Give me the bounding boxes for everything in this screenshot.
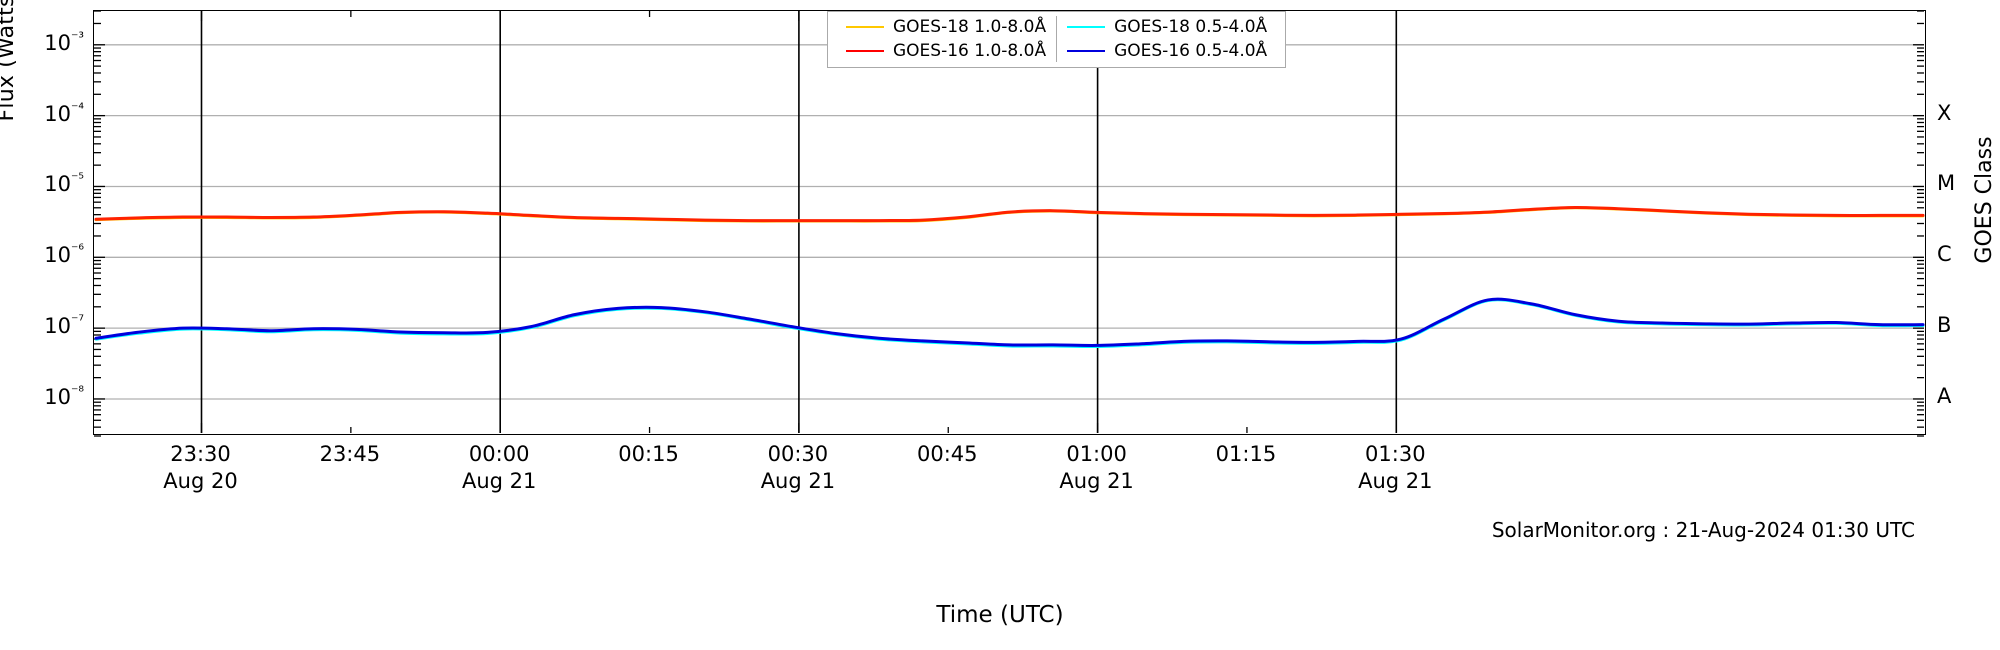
legend-item: GOES-18 0.5-4.0Å bbox=[1067, 16, 1267, 38]
legend-swatch bbox=[846, 26, 884, 28]
x-tick-label: 23:30 Aug 20 bbox=[163, 441, 237, 495]
x-tick-date: Aug 21 bbox=[461, 469, 537, 493]
watermark: SolarMonitor.org : 21-Aug-2024 01:30 UTC bbox=[1491, 518, 1915, 542]
x-tick-date: Aug 21 bbox=[760, 469, 836, 493]
x-tick-time: 23:30 bbox=[170, 442, 231, 466]
x-tick-label: 01:00 Aug 21 bbox=[1059, 441, 1133, 495]
goes-class-label: M bbox=[1937, 171, 1956, 196]
y-tick-label: 10⁻³ bbox=[44, 29, 84, 55]
x-tick-time: 00:00 bbox=[468, 442, 530, 466]
legend-column: GOES-18 1.0-8.0Å GOES-16 1.0-8.0Å bbox=[836, 16, 1056, 62]
legend-label: GOES-16 1.0-8.0Å bbox=[893, 41, 1047, 61]
plot-area bbox=[93, 10, 1926, 437]
goes-class-label: C bbox=[1937, 242, 1952, 267]
goes-class-label: A bbox=[1937, 383, 1952, 408]
x-tick-time: 00:30 bbox=[767, 442, 829, 466]
y-tick-label: 10⁻⁸ bbox=[44, 383, 84, 409]
y-tick-label: 10⁻⁶ bbox=[44, 242, 84, 268]
x-axis-ticks: 23:30 Aug 20 23:45 00:00 Aug 21 00:15 00:30 Aug… bbox=[0, 441, 2000, 531]
legend-item: GOES-16 0.5-4.0Å bbox=[1067, 40, 1267, 62]
y-tick-label: 10⁻⁵ bbox=[44, 171, 84, 197]
y-tick-label: 10⁻⁷ bbox=[44, 313, 84, 339]
x-tick-date: Aug 21 bbox=[1059, 469, 1134, 493]
x-tick-time: 01:00 bbox=[1066, 442, 1127, 466]
legend-swatch bbox=[846, 50, 884, 52]
legend-label: GOES-16 0.5-4.0Å bbox=[1114, 41, 1268, 61]
x-tick-label: 00:00 Aug 21 bbox=[462, 441, 536, 495]
data-traces bbox=[94, 10, 1925, 437]
x-tick-label: 01:30 Aug 21 bbox=[1358, 441, 1432, 495]
legend-label: GOES-18 0.5-4.0Å bbox=[1114, 17, 1268, 37]
x-tick-date: Aug 21 bbox=[1358, 469, 1433, 493]
y-axis-ticks: 10⁻³ 10⁻⁴ 10⁻⁵ 10⁻⁶ 10⁻⁷ 10⁻⁸ bbox=[0, 0, 84, 650]
legend-item: GOES-16 1.0-8.0Å bbox=[846, 40, 1046, 62]
x-tick-label: 01:15 bbox=[1216, 441, 1277, 468]
x-tick-time: 23:45 bbox=[319, 442, 381, 466]
goes-class-label: X bbox=[1937, 100, 1952, 125]
legend-label: GOES-18 1.0-8.0Å bbox=[893, 17, 1047, 37]
legend-swatch bbox=[1067, 50, 1106, 52]
x-tick-label: 00:45 bbox=[917, 441, 978, 468]
x-tick-label: 00:30 Aug 21 bbox=[761, 441, 835, 495]
x-axis-label: Time (UTC) bbox=[936, 602, 1064, 628]
legend-column: GOES-18 0.5-4.0Å GOES-16 0.5-4.0Å bbox=[1056, 16, 1277, 62]
y-tick-label: 10⁻⁴ bbox=[44, 100, 84, 126]
legend-swatch bbox=[1067, 26, 1106, 28]
goes-class-label: B bbox=[1937, 313, 1952, 338]
x-tick-time: 00:15 bbox=[618, 442, 679, 466]
right-axis-label: GOES Class bbox=[1972, 136, 1997, 264]
y-axis-label: Flux (Watts · m⁻²) bbox=[0, 0, 19, 122]
x-tick-time: 00:45 bbox=[916, 442, 978, 466]
legend: GOES-18 1.0-8.0Å GOES-16 1.0-8.0Å GOES-18 … bbox=[827, 11, 1287, 68]
x-tick-date: Aug 20 bbox=[163, 469, 238, 493]
x-tick-time: 01:15 bbox=[1215, 442, 1277, 466]
legend-item: GOES-18 1.0-8.0Å bbox=[846, 16, 1046, 38]
x-tick-time: 01:30 bbox=[1365, 442, 1426, 466]
x-tick-label: 00:15 bbox=[618, 441, 679, 468]
x-tick-label: 23:45 bbox=[320, 441, 381, 468]
